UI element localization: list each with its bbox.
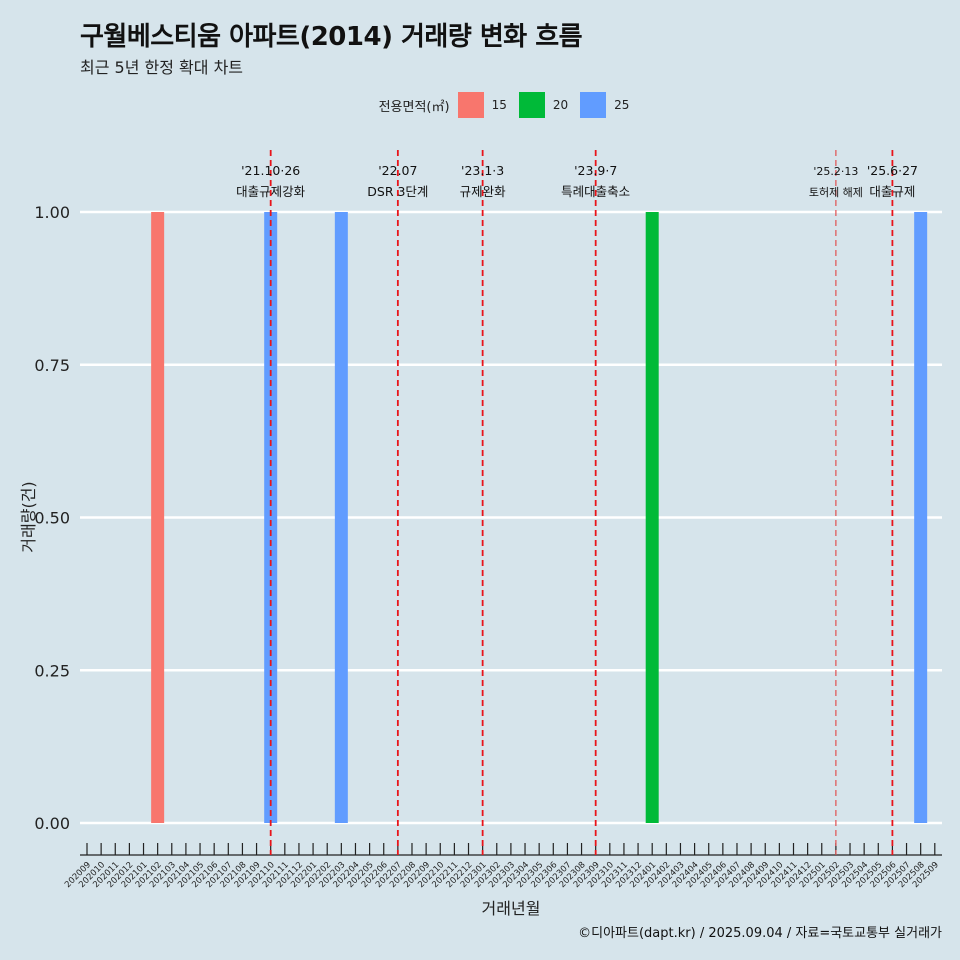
event-label-202301: 규제완화 <box>460 184 507 199</box>
y-tick-label: 0.00 <box>34 814 70 833</box>
x-axis-title: 거래년월 <box>482 899 541 918</box>
event-date-202301: '23.1·3 <box>461 163 504 178</box>
event-date-202502: '25.2·13 <box>813 165 858 178</box>
legend-title: 전용면적(㎡) <box>378 99 450 115</box>
y-tick-label: 0.25 <box>34 661 70 680</box>
legend-swatch-20 <box>518 92 545 118</box>
y-axis-title: 거래량(건) <box>19 481 38 552</box>
legend: 전용면적(㎡) 15 20 25 <box>0 92 960 118</box>
event-label-202110: 대출규제강화 <box>236 184 306 199</box>
bar-202508-25 <box>914 212 928 823</box>
chart-subtitle: 최근 5년 한정 확대 차트 <box>80 58 244 77</box>
bar-202203-25 <box>334 212 348 823</box>
bar-202102-15 <box>151 212 165 823</box>
event-date-202506: '25.6·27 <box>867 163 918 178</box>
legend-item-15: 15 <box>457 92 507 118</box>
y-tick-label: 0.75 <box>34 356 70 375</box>
y-tick-label: 1.00 <box>34 203 70 222</box>
bar-202401-20 <box>645 212 659 823</box>
bar-202110-25 <box>264 212 278 823</box>
legend-swatch-15 <box>457 92 484 118</box>
event-label-202506: 대출규제 <box>869 184 915 199</box>
y-tick-label: 0.50 <box>34 509 70 528</box>
event-label-202309: 특례대출축소 <box>561 184 630 199</box>
legend-item-25: 25 <box>580 92 629 118</box>
legend-item-20: 20 <box>518 92 569 118</box>
legend-label-25: 25 <box>614 98 630 112</box>
chart-caption: ©디아파트(dapt.kr) / 2025.09.04 / 자료=국토교통부 실… <box>578 926 942 941</box>
chart-title: 구월베스티움 아파트(2014) 거래량 변화 흐름 <box>80 22 583 52</box>
legend-label-20: 20 <box>552 98 569 112</box>
legend-swatch-25 <box>580 92 607 118</box>
event-date-202207: '22.07 <box>378 163 417 178</box>
event-label-202502: 토허제 해제 <box>809 185 863 199</box>
event-date-202309: '23.9·7 <box>574 163 617 178</box>
legend-label-15: 15 <box>491 98 507 112</box>
event-date-202110: '21.10·26 <box>241 163 300 178</box>
event-label-202207: DSR 3단계 <box>367 184 428 199</box>
